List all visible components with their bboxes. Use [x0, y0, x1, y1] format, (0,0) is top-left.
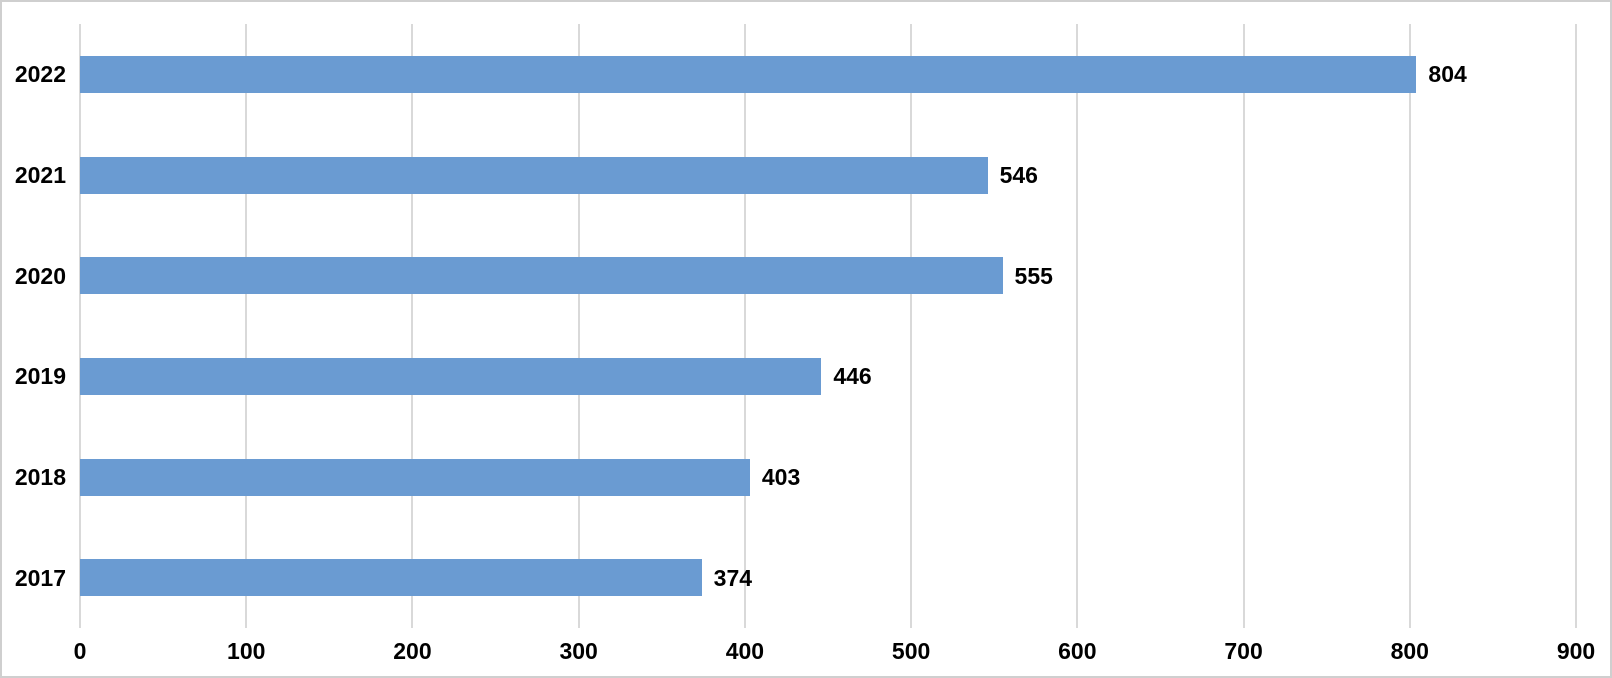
value-label-2022: 804 — [1428, 61, 1467, 88]
gridline-100 — [245, 24, 248, 628]
category-label-2022: 2022 — [14, 61, 66, 88]
bar-2022 — [80, 55, 1417, 93]
gridline-500 — [910, 24, 913, 628]
value-label-2019: 446 — [833, 363, 872, 390]
gridline-200 — [411, 24, 414, 628]
gridline-300 — [577, 24, 580, 628]
category-label-2020: 2020 — [14, 262, 66, 289]
gridline-800 — [1408, 24, 1411, 628]
gridline-700 — [1242, 24, 1245, 628]
x-tick-label-100: 100 — [227, 638, 266, 664]
x-tick-label-200: 200 — [393, 638, 432, 664]
x-tick-label-0: 0 — [73, 638, 87, 664]
x-tick-label-700: 700 — [1224, 638, 1263, 664]
gridline-900 — [1575, 24, 1577, 628]
bar-2019 — [80, 357, 822, 395]
category-label-2018: 2018 — [14, 464, 66, 490]
x-tick-label-800: 800 — [1390, 638, 1429, 664]
bar-2018 — [80, 458, 750, 496]
bar-2017 — [80, 559, 702, 597]
x-tick-label-400: 400 — [725, 638, 765, 664]
value-label-2020: 555 — [1014, 262, 1053, 289]
category-label-2021: 2021 — [14, 162, 66, 188]
value-label-2018: 403 — [761, 464, 801, 490]
x-axis: 0 100 200 300 400 500 600 700 800 900 — [2, 638, 1610, 676]
gridline-600 — [1076, 24, 1079, 628]
gridline-0 — [79, 24, 81, 628]
x-tick-label-600: 600 — [1058, 638, 1097, 664]
x-tick-label-500: 500 — [891, 638, 931, 664]
x-tick-label-300: 300 — [559, 638, 598, 664]
value-label-2021: 546 — [999, 162, 1038, 188]
bar-2020 — [80, 257, 1003, 295]
category-label-2017: 2017 — [14, 564, 66, 591]
value-label-2017: 374 — [713, 564, 753, 591]
gridline-400 — [743, 24, 746, 628]
category-label-2019: 2019 — [14, 363, 66, 390]
plot-area — [79, 24, 1577, 628]
bar-2021 — [80, 156, 988, 194]
x-tick-label-900: 900 — [1556, 638, 1596, 664]
